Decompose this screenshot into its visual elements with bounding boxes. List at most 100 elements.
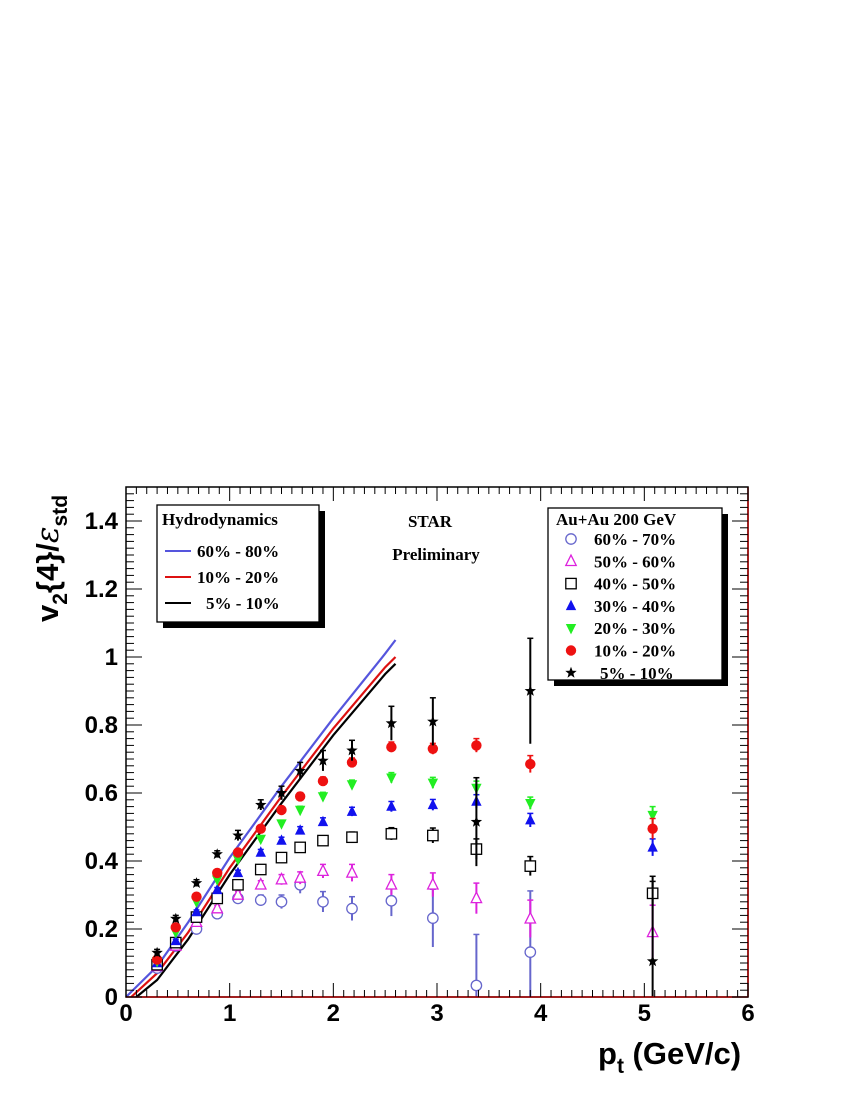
x-axis-label-rest: (GeV/c) xyxy=(624,1036,741,1071)
data-point xyxy=(317,792,329,803)
data-point xyxy=(524,685,536,696)
x-tick-label: 3 xyxy=(430,1000,443,1027)
data-point xyxy=(427,778,439,789)
data-legend-entry: 5% - 10% xyxy=(600,664,674,683)
data-point xyxy=(386,800,397,811)
data-point xyxy=(470,979,483,992)
data-point xyxy=(170,912,182,924)
data-legend-entry: 40% - 50% xyxy=(594,575,676,594)
data-point xyxy=(647,823,658,834)
data-point xyxy=(524,860,537,872)
hydro-legend-entry-1: 60% - 80% xyxy=(197,542,279,561)
legend-marker xyxy=(565,577,577,590)
data-point xyxy=(524,946,537,958)
data-point xyxy=(232,847,244,858)
series-group xyxy=(151,793,658,968)
data-point xyxy=(170,934,181,946)
data-point xyxy=(191,905,202,917)
data-legend-entry: 20% - 30% xyxy=(594,619,676,638)
series-group xyxy=(150,863,659,972)
legend-marker xyxy=(565,624,577,635)
legend-marker xyxy=(565,645,577,656)
x-axis-label-main: p xyxy=(598,1036,617,1071)
y-tick-label: 1.4 xyxy=(85,508,119,535)
data-point xyxy=(427,743,439,754)
data-point xyxy=(385,894,398,907)
data-point xyxy=(470,890,483,904)
data-point xyxy=(346,780,358,791)
data-point xyxy=(427,829,439,842)
y-tick-label: 0.8 xyxy=(85,712,118,739)
data-point xyxy=(386,773,397,784)
data-point xyxy=(211,848,223,860)
hydro-curve xyxy=(125,639,397,998)
data-point xyxy=(345,865,359,878)
data-point xyxy=(255,846,266,857)
y-tick-label: 0 xyxy=(105,984,118,1011)
data-point xyxy=(346,831,358,844)
data-point xyxy=(212,883,223,895)
data-point xyxy=(232,878,244,891)
y-tick-labels: 0 0.2 0.4 0.6 0.8 1 1.2 1.4 xyxy=(85,508,119,1011)
data-point xyxy=(385,717,398,729)
data-legend-entry: 50% - 60% xyxy=(594,552,676,571)
data-point xyxy=(212,867,223,879)
data-point xyxy=(212,875,223,886)
y-axis-label-sub: 2 xyxy=(49,593,72,605)
axis-ticks xyxy=(125,486,749,998)
data-legend: Au+Au 200 GeV 60% - 70% 50% - 60% 40% - 50… xyxy=(547,507,728,686)
data-point xyxy=(151,946,163,958)
y-tick-label: 0.4 xyxy=(85,848,119,875)
data-point xyxy=(254,894,267,906)
data-point xyxy=(211,892,224,905)
legend-marker xyxy=(565,599,577,611)
data-point xyxy=(276,819,287,830)
data-point xyxy=(427,798,439,810)
x-tick-label: 5 xyxy=(638,1000,651,1027)
data-point xyxy=(275,851,288,864)
y-tick-label: 1.2 xyxy=(85,576,118,603)
data-legend-title: Au+Au 200 GeV xyxy=(556,510,677,529)
data-point xyxy=(317,834,329,847)
hydro-legend-title: Hydrodynamics xyxy=(162,510,278,529)
data-point xyxy=(317,775,329,787)
data-point xyxy=(346,757,358,768)
data-point xyxy=(525,799,536,810)
data-point xyxy=(317,895,329,908)
y-tick-label: 1 xyxy=(105,644,118,671)
data-point xyxy=(524,911,537,924)
data-point xyxy=(647,841,658,852)
legend-marker xyxy=(565,533,577,545)
data-point xyxy=(276,804,287,816)
data-point xyxy=(254,863,267,876)
hydro-legend-entry-3: 5% - 10% xyxy=(206,594,280,613)
y-axis-label-epssub: std xyxy=(49,495,72,527)
data-point xyxy=(190,877,203,888)
data-point xyxy=(346,902,358,915)
data-point xyxy=(346,805,358,816)
series-group xyxy=(151,737,658,965)
y-tick-label: 0.2 xyxy=(85,916,118,943)
preliminary-label: Preliminary xyxy=(392,545,480,564)
x-axis-label-sub: t xyxy=(617,1055,624,1078)
y-axis-label-mid: {4}/ xyxy=(30,543,65,593)
y-axis-label-v: v xyxy=(30,604,65,622)
data-point xyxy=(427,912,439,924)
x-tick-label: 1 xyxy=(223,1000,236,1027)
data-point xyxy=(385,877,398,890)
data-point xyxy=(275,872,288,885)
hydro-curves xyxy=(125,639,397,998)
data-point xyxy=(275,895,288,908)
series-group xyxy=(151,637,659,997)
x-tick-label: 6 xyxy=(741,1000,754,1027)
data-point xyxy=(470,815,483,827)
data-point xyxy=(254,877,268,890)
series-group xyxy=(151,826,659,971)
legend-marker xyxy=(565,666,577,678)
data-point xyxy=(294,805,306,817)
data-point xyxy=(232,855,244,866)
data-series xyxy=(150,637,659,997)
hydro-curve xyxy=(135,663,397,998)
data-point xyxy=(231,887,245,900)
data-point xyxy=(427,715,439,727)
